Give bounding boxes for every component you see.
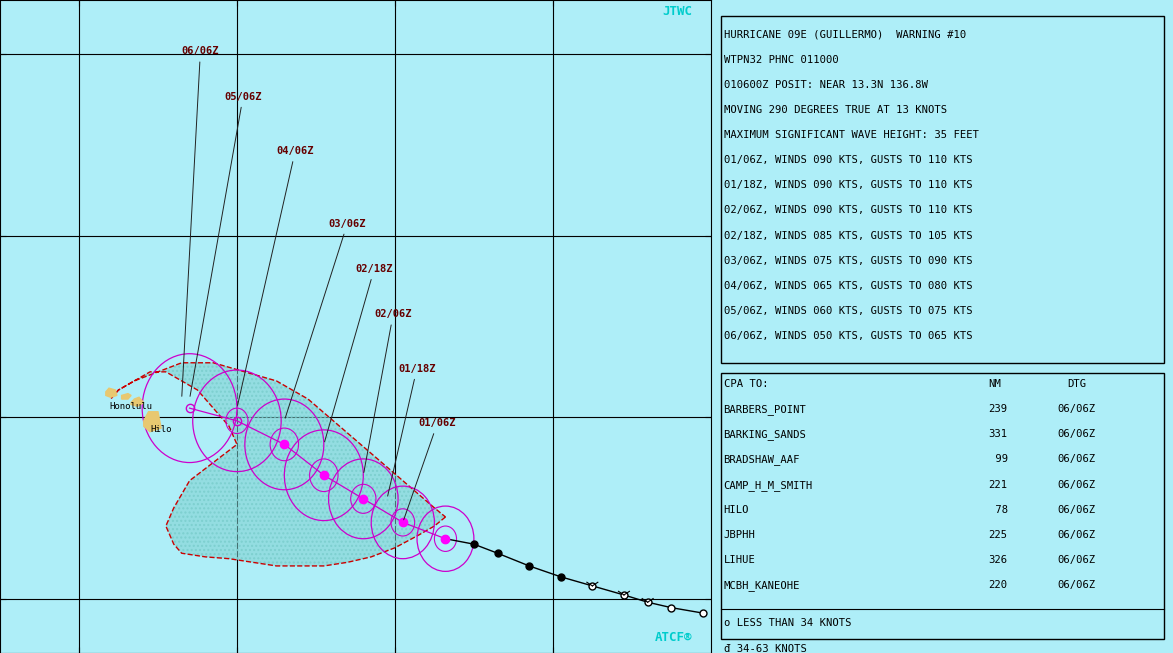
Text: NM: NM [989, 379, 1002, 389]
Text: 010600Z POSIT: NEAR 13.3N 136.8W: 010600Z POSIT: NEAR 13.3N 136.8W [724, 80, 928, 89]
Text: 04/06Z: 04/06Z [238, 146, 314, 406]
Text: 326: 326 [989, 555, 1008, 565]
Text: 03/06Z: 03/06Z [285, 219, 366, 418]
Text: 02/06Z: 02/06Z [364, 310, 412, 473]
Text: WTPN32 PHNC 011000: WTPN32 PHNC 011000 [724, 54, 839, 65]
Text: 01/18Z, WINDS 090 KTS, GUSTS TO 110 KTS: 01/18Z, WINDS 090 KTS, GUSTS TO 110 KTS [724, 180, 972, 190]
Text: 05/06Z, WINDS 060 KTS, GUSTS TO 075 KTS: 05/06Z, WINDS 060 KTS, GUSTS TO 075 KTS [724, 306, 972, 316]
Polygon shape [106, 388, 117, 397]
Text: MCBH_KANEOHE: MCBH_KANEOHE [724, 581, 800, 591]
Text: ATCF®: ATCF® [655, 631, 692, 644]
Text: BARKING_SANDS: BARKING_SANDS [724, 430, 806, 440]
Text: 06/06Z: 06/06Z [1058, 530, 1096, 540]
Polygon shape [131, 397, 144, 406]
Text: 221: 221 [989, 479, 1008, 490]
Text: 06/06Z: 06/06Z [1058, 479, 1096, 490]
Text: 06/06Z: 06/06Z [1058, 430, 1096, 439]
Text: 06/06Z: 06/06Z [1058, 404, 1096, 414]
Text: 239: 239 [989, 404, 1008, 414]
Polygon shape [144, 412, 161, 432]
Text: CPA TO:: CPA TO: [724, 379, 768, 389]
Text: HURRICANE 09E (GUILLERMO)  WARNING #10: HURRICANE 09E (GUILLERMO) WARNING #10 [724, 29, 965, 39]
Text: 06/06Z: 06/06Z [1058, 555, 1096, 565]
Text: 06/06Z, WINDS 050 KTS, GUSTS TO 065 KTS: 06/06Z, WINDS 050 KTS, GUSTS TO 065 KTS [724, 331, 972, 341]
Text: MOVING 290 DEGREES TRUE AT 13 KNOTS: MOVING 290 DEGREES TRUE AT 13 KNOTS [724, 104, 947, 115]
Polygon shape [110, 363, 446, 566]
Text: 331: 331 [989, 430, 1008, 439]
Text: 01/18Z: 01/18Z [387, 364, 435, 496]
Text: 02/18Z, WINDS 085 KTS, GUSTS TO 105 KTS: 02/18Z, WINDS 085 KTS, GUSTS TO 105 KTS [724, 231, 972, 240]
Text: 03/06Z, WINDS 075 KTS, GUSTS TO 090 KTS: 03/06Z, WINDS 075 KTS, GUSTS TO 090 KTS [724, 255, 972, 266]
Text: Hilo: Hilo [150, 425, 171, 434]
Text: 220: 220 [989, 581, 1008, 590]
Text: CAMP_H_M_SMITH: CAMP_H_M_SMITH [724, 479, 813, 490]
Text: HILO: HILO [724, 505, 750, 515]
Text: 06/06Z: 06/06Z [1058, 505, 1096, 515]
Text: JTWC: JTWC [662, 5, 692, 18]
Text: 05/06Z: 05/06Z [190, 92, 262, 396]
Text: 02/06Z, WINDS 090 KTS, GUSTS TO 110 KTS: 02/06Z, WINDS 090 KTS, GUSTS TO 110 KTS [724, 205, 972, 215]
Text: 06/06Z: 06/06Z [1058, 454, 1096, 464]
Text: 01/06Z: 01/06Z [404, 419, 456, 520]
Text: MAXIMUM SIGNIFICANT WAVE HEIGHT: 35 FEET: MAXIMUM SIGNIFICANT WAVE HEIGHT: 35 FEET [724, 130, 978, 140]
Text: BARBERS_POINT: BARBERS_POINT [724, 404, 806, 415]
Text: 01/06Z, WINDS 090 KTS, GUSTS TO 110 KTS: 01/06Z, WINDS 090 KTS, GUSTS TO 110 KTS [724, 155, 972, 165]
Text: 06/06Z: 06/06Z [182, 46, 219, 396]
Text: JBPHH: JBPHH [724, 530, 755, 540]
Text: 78: 78 [989, 505, 1008, 515]
Text: 99: 99 [989, 454, 1008, 464]
Text: 06/06Z: 06/06Z [1058, 581, 1096, 590]
Text: DTG: DTG [1067, 379, 1086, 389]
Text: 02/18Z: 02/18Z [325, 264, 393, 441]
Text: o LESS THAN 34 KNOTS: o LESS THAN 34 KNOTS [724, 618, 852, 628]
Polygon shape [122, 394, 131, 399]
Text: 04/06Z, WINDS 065 KTS, GUSTS TO 080 KTS: 04/06Z, WINDS 065 KTS, GUSTS TO 080 KTS [724, 281, 972, 291]
Text: đ 34-63 KNOTS: đ 34-63 KNOTS [724, 644, 806, 653]
Text: LIHUE: LIHUE [724, 555, 755, 565]
Text: BRADSHAW_AAF: BRADSHAW_AAF [724, 454, 800, 466]
Text: Honolulu: Honolulu [109, 402, 152, 411]
Text: 225: 225 [989, 530, 1008, 540]
